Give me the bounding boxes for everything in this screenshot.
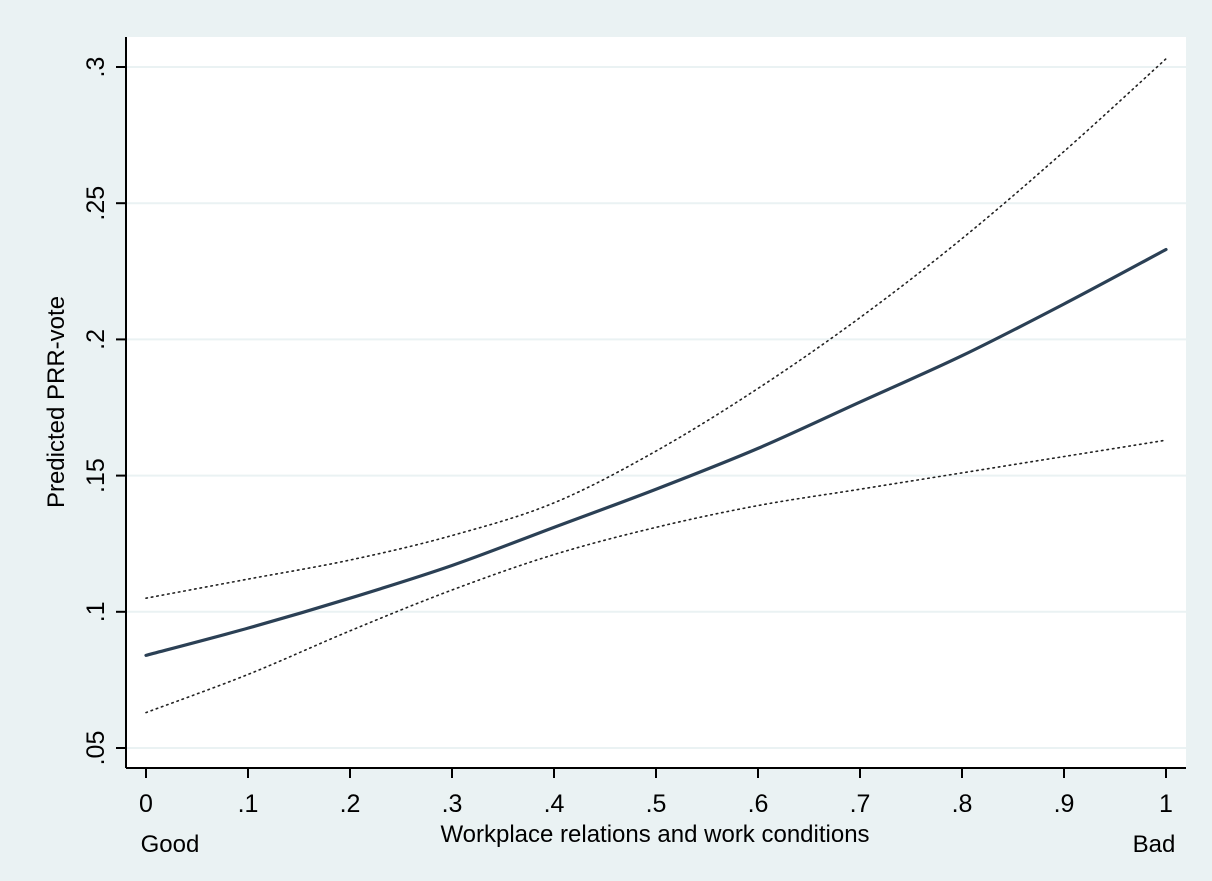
x-axis-left-end-label: Good	[141, 831, 200, 858]
y-tick-label: .3	[82, 57, 110, 78]
x-tick-label: .6	[748, 790, 769, 818]
series-line-estimate	[144, 247, 1168, 657]
y-tick-label: .1	[82, 601, 110, 622]
x-tick-label: 1	[1159, 790, 1173, 818]
x-tick-label: .8	[952, 790, 973, 818]
x-axis-title: Workplace relations and work conditions	[440, 821, 869, 848]
y-tick-label: .15	[82, 458, 110, 493]
series-line-upper-ci	[145, 58, 1167, 599]
x-axis-ticks: 0 .1 .2 .3 .4 .5 .6 .7 .8 .9 1	[139, 768, 1173, 818]
y-tick-label: .25	[82, 186, 110, 221]
x-tick-label: 0	[139, 790, 153, 818]
x-tick-label: .3	[442, 790, 463, 818]
y-tick-label: .2	[82, 329, 110, 350]
x-tick-label: .2	[340, 790, 361, 818]
series-line-lower-ci	[145, 439, 1167, 714]
x-tick-label: .1	[238, 790, 259, 818]
y-axis-title: Predicted PRR-vote	[43, 296, 70, 508]
gridlines	[126, 66, 1186, 749]
x-tick-label: .7	[850, 790, 871, 818]
x-tick-label: .5	[646, 790, 667, 818]
series-group	[144, 58, 1168, 714]
x-tick-label: .9	[1054, 790, 1075, 818]
x-axis-right-end-label: Bad	[1133, 831, 1176, 858]
y-tick-label: .05	[82, 731, 110, 766]
x-tick-label: .4	[544, 790, 565, 818]
plot-area	[126, 37, 1186, 768]
y-axis-ticks: .05 .1 .15 .2 .25 .3	[82, 57, 126, 766]
